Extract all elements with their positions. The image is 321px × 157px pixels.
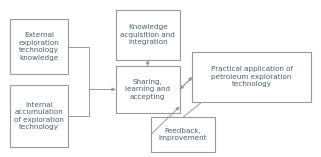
FancyBboxPatch shape bbox=[10, 19, 68, 74]
FancyBboxPatch shape bbox=[151, 117, 215, 152]
FancyBboxPatch shape bbox=[10, 85, 68, 147]
Text: Internal
accumulation
of exploration
technology: Internal accumulation of exploration tec… bbox=[14, 102, 64, 130]
FancyBboxPatch shape bbox=[116, 66, 180, 113]
FancyBboxPatch shape bbox=[116, 10, 180, 60]
Text: Knowledge
acquisition and
integration: Knowledge acquisition and integration bbox=[120, 24, 175, 45]
Text: Sharing,
learning and
accepting: Sharing, learning and accepting bbox=[125, 79, 170, 100]
Text: Practical application of
petroleum exploration
technology: Practical application of petroleum explo… bbox=[211, 66, 292, 87]
FancyBboxPatch shape bbox=[193, 52, 311, 102]
Text: Feedback,
improvement: Feedback, improvement bbox=[159, 128, 207, 141]
Text: External
exploration
technology
knowledge: External exploration technology knowledg… bbox=[19, 32, 59, 61]
